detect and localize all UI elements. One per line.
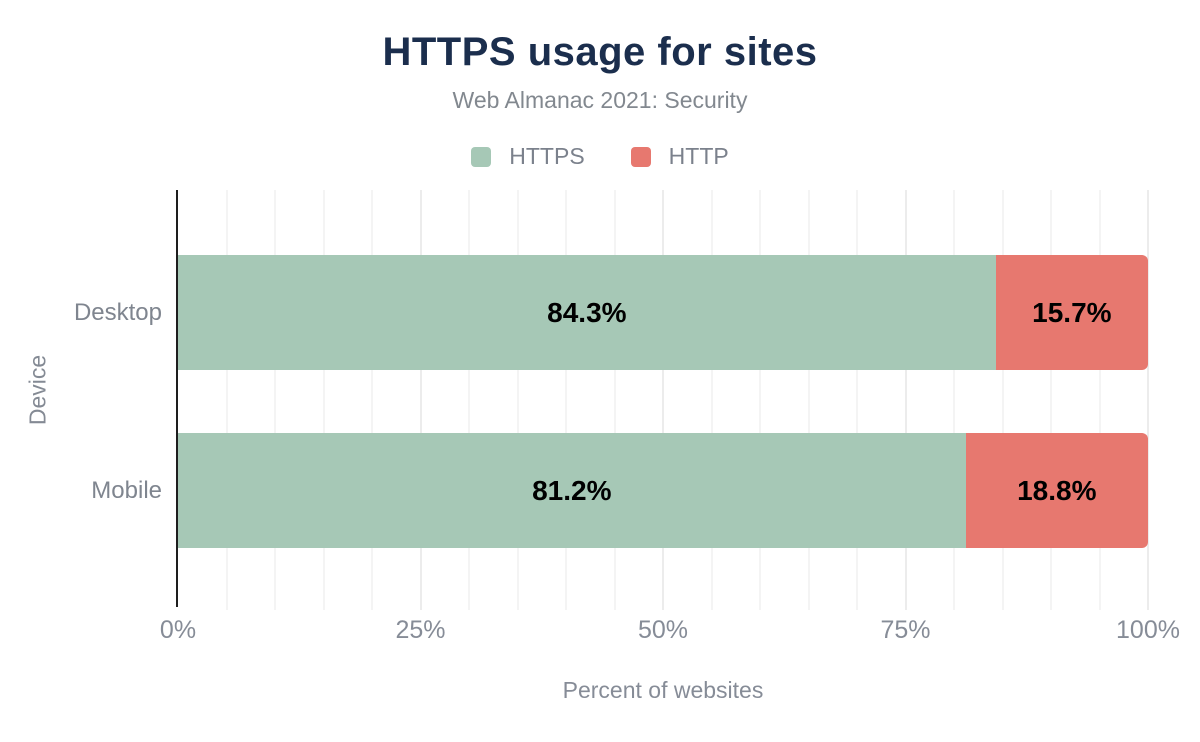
- bar-value-label: 18.8%: [1017, 474, 1097, 506]
- chart-title: HTTPS usage for sites: [382, 30, 818, 74]
- gridline-95: [1098, 190, 1101, 610]
- x-tick-label-50: 50%: [637, 616, 689, 644]
- gridline-80: [953, 190, 955, 610]
- bar-value-label: 81.2%: [532, 474, 612, 506]
- bar-segment-desktop-http[interactable]: 15.7%: [995, 255, 1148, 370]
- gridline-5: [225, 190, 228, 610]
- gridline-30: [468, 190, 470, 610]
- gridline-45: [613, 190, 616, 610]
- gridline-10: [274, 190, 276, 610]
- legend-label: HTTPS: [509, 143, 585, 169]
- category-label-desktop: Desktop: [73, 298, 162, 326]
- bar-row-desktop: 84.3% 15.7%: [178, 255, 1148, 370]
- gridline-50: [662, 190, 664, 610]
- plot-area: 84.3% 15.7% 81.2% 18.8%: [176, 190, 1149, 610]
- x-tick-label-75: 75%: [880, 616, 931, 644]
- bar-value-label: 84.3%: [547, 296, 627, 328]
- bar-segment-desktop-https[interactable]: 84.3%: [178, 255, 996, 370]
- bar-value-label: 15.7%: [1032, 296, 1112, 328]
- bar-row-mobile: 81.2% 18.8%: [178, 433, 1148, 548]
- gridline-20: [371, 190, 373, 610]
- bar-segment-mobile-http[interactable]: 18.8%: [965, 433, 1148, 548]
- y-axis-line: [176, 190, 178, 607]
- gridline-90: [1050, 190, 1052, 610]
- category-label-mobile: Mobile: [91, 476, 162, 504]
- gridline-60: [759, 190, 761, 610]
- x-tick-label-25: 25%: [395, 616, 446, 644]
- x-tick-label-100: 100%: [1116, 616, 1180, 644]
- legend: HTTPS HTTP: [0, 143, 1200, 170]
- legend-item-https[interactable]: HTTPS: [471, 143, 585, 170]
- gridline-75: [904, 190, 907, 610]
- gridline-40: [565, 190, 567, 610]
- gridline-85: [1001, 190, 1004, 610]
- gridline-55: [710, 190, 713, 610]
- gridline-65: [807, 190, 810, 610]
- gridline-15: [322, 190, 325, 610]
- legend-swatch-http: [630, 146, 651, 167]
- bar-segment-mobile-https[interactable]: 81.2%: [178, 433, 966, 548]
- gridline-100: [1147, 190, 1149, 610]
- gridline-70: [856, 190, 858, 610]
- legend-swatch-https: [471, 146, 492, 167]
- gridline-35: [516, 190, 519, 610]
- chart-subtitle: Web Almanac 2021: Security: [452, 87, 748, 113]
- gridline-25: [419, 190, 422, 610]
- legend-label: HTTP: [668, 143, 729, 169]
- x-axis-title: Percent of websites: [562, 677, 764, 703]
- legend-item-http[interactable]: HTTP: [630, 143, 729, 170]
- x-tick-label-0: 0%: [159, 616, 197, 644]
